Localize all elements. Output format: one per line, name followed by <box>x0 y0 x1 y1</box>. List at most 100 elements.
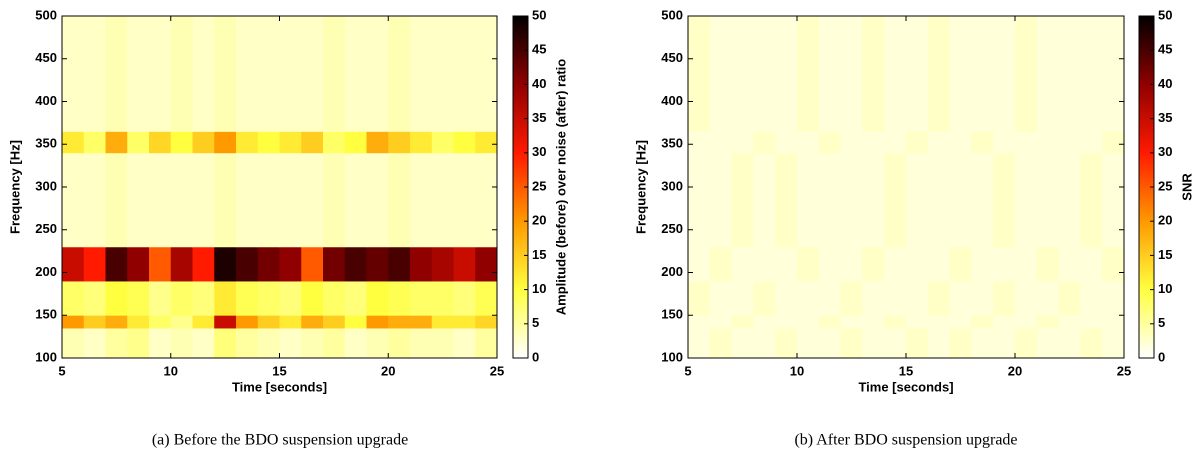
heatmap-cell <box>709 152 732 248</box>
heatmap-cell <box>366 281 389 316</box>
heatmap-cell <box>410 152 433 248</box>
heatmap-cell <box>127 281 150 316</box>
heatmap-cell <box>236 152 259 248</box>
heatmap-cell <box>1015 281 1038 316</box>
heatmap-cell <box>797 281 820 316</box>
heatmap-cell <box>731 152 754 248</box>
x-tick-label: 5 <box>684 363 691 378</box>
heatmap-cell <box>170 16 193 132</box>
heatmap-cell <box>62 152 85 248</box>
heatmap-cell <box>862 246 885 282</box>
heatmap-cell <box>323 16 346 132</box>
heatmap-cell <box>731 328 754 359</box>
heatmap-cell <box>709 16 732 132</box>
heatmap-cell <box>301 328 324 359</box>
heatmap-cell <box>344 281 367 316</box>
heatmap-cell <box>301 246 324 282</box>
x-tick-label: 5 <box>58 363 65 378</box>
heatmap-cell <box>753 315 776 329</box>
colorbar-tick-label: 35 <box>532 110 546 125</box>
heatmap-cell <box>214 131 237 154</box>
heatmap-cell <box>688 328 711 359</box>
heatmap-cell <box>818 131 841 154</box>
heatmap-cell <box>840 281 863 316</box>
heatmap-cell <box>709 246 732 282</box>
heatmap-cell <box>431 315 454 329</box>
heatmap-cell <box>388 281 411 316</box>
heatmap-cell <box>431 16 454 132</box>
y-tick-label: 250 <box>661 221 683 236</box>
heatmap-cell <box>688 315 711 329</box>
y-tick-label: 350 <box>35 136 57 151</box>
heatmap-cell <box>1036 16 1059 132</box>
heatmap-cell <box>257 16 280 132</box>
heatmap-cell <box>993 131 1016 154</box>
heatmap-cell <box>410 328 433 359</box>
heatmap-cell <box>105 152 128 248</box>
heatmap-cell <box>453 328 476 359</box>
heatmap-cell <box>1058 246 1081 282</box>
heatmap-cell <box>83 16 106 132</box>
heatmap-cell <box>1015 246 1038 282</box>
heatmap-cell <box>927 315 950 329</box>
heatmap-cell <box>753 152 776 248</box>
heatmap-cell <box>1058 328 1081 359</box>
heatmap-cell <box>862 131 885 154</box>
heatmap-cell <box>170 131 193 154</box>
heatmap-cell <box>840 16 863 132</box>
heatmap-cell <box>862 152 885 248</box>
heatmap-cell <box>1036 315 1059 329</box>
heatmap-cell <box>323 152 346 248</box>
heatmap-cell <box>344 152 367 248</box>
heatmap-cell <box>818 328 841 359</box>
x-tick-label: 20 <box>381 363 395 378</box>
heatmap-cell <box>170 152 193 248</box>
heatmap-cell <box>323 246 346 282</box>
heatmap-cell <box>1015 131 1038 154</box>
heatmap-cell <box>1036 152 1059 248</box>
heatmap-cell <box>62 328 85 359</box>
colorbar-tick-label: 0 <box>532 349 539 364</box>
y-tick-label: 150 <box>661 307 683 322</box>
heatmap-cell <box>971 315 994 329</box>
y-tick-label: 400 <box>661 93 683 108</box>
x-tick-label: 10 <box>790 363 804 378</box>
heatmap-cell <box>753 281 776 316</box>
heatmap-cell <box>431 281 454 316</box>
heatmap-cell <box>257 152 280 248</box>
heatmap-cell <box>410 281 433 316</box>
heatmap-cell <box>279 315 302 329</box>
heatmap-cell <box>192 131 215 154</box>
heatmap-cell <box>753 246 776 282</box>
heatmap-cell <box>214 152 237 248</box>
y-tick-label: 100 <box>661 349 683 364</box>
heatmap-cell <box>149 131 172 154</box>
heatmap-cell <box>344 315 367 329</box>
heatmap-cell <box>431 328 454 359</box>
heatmap-cell <box>1036 246 1059 282</box>
colorbar-tick-label: 25 <box>1158 178 1172 193</box>
heatmap-cell <box>1080 246 1103 282</box>
x-tick-label: 25 <box>490 363 504 378</box>
y-tick-label: 200 <box>35 264 57 279</box>
heatmap-cell <box>1058 131 1081 154</box>
heatmap-cell <box>949 315 972 329</box>
heatmap-cell <box>927 16 950 132</box>
heatmap-cell <box>1102 328 1125 359</box>
heatmap-cell <box>1080 152 1103 248</box>
heatmap-cell <box>366 131 389 154</box>
heatmap-cell <box>731 315 754 329</box>
heatmap-cell <box>1015 16 1038 132</box>
heatmap-cell <box>884 328 907 359</box>
heatmap-cell <box>257 315 280 329</box>
heatmap-cell <box>214 16 237 132</box>
heatmap-cell <box>797 315 820 329</box>
heatmap-cell <box>127 246 150 282</box>
heatmap-cell <box>83 246 106 282</box>
heatmap-cell <box>214 315 237 329</box>
heatmap-cell <box>214 328 237 359</box>
heatmap-cell <box>884 131 907 154</box>
heatmap-cell <box>453 315 476 329</box>
heatmap-cell <box>709 315 732 329</box>
x-tick-label: 15 <box>272 363 286 378</box>
